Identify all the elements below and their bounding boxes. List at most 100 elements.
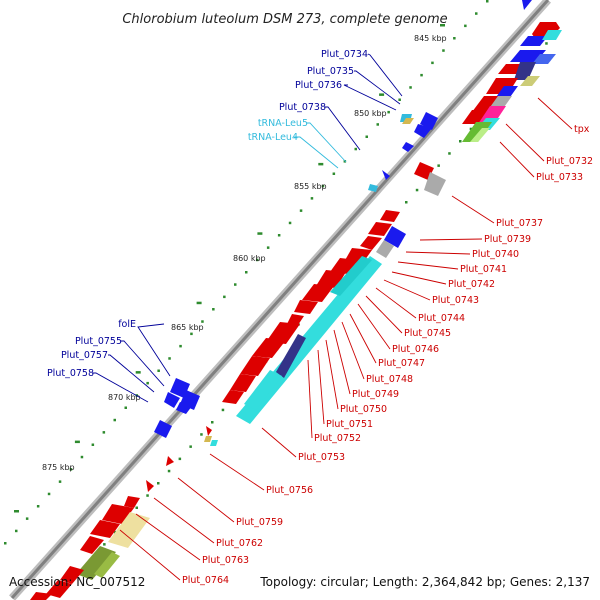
gene-misc <box>376 240 394 258</box>
gene-misc <box>108 512 150 548</box>
gene-cds-reverse <box>414 124 432 138</box>
gc-dot <box>453 37 456 40</box>
gene-label: Plut_0756 <box>266 485 313 496</box>
gene-cds-forward <box>146 480 154 492</box>
gene-cds-forward <box>522 0 532 10</box>
gc-dot <box>431 61 434 65</box>
gene-cds-reverse <box>382 170 390 180</box>
gene-cds-forward <box>360 236 382 250</box>
gene-label: Plut_0736 <box>295 80 342 91</box>
gene-cds-forward <box>330 258 358 274</box>
gene-misc <box>532 54 556 64</box>
gene-cds-forward <box>384 226 406 248</box>
callout-line <box>209 453 265 491</box>
gc-dot <box>15 529 18 533</box>
gc-dot <box>47 492 51 496</box>
gc-dot <box>245 271 248 274</box>
gene-cds-forward <box>80 536 104 554</box>
gene-label: tRNA-Leu5 <box>258 118 308 129</box>
scale-labels: 845 kbp 850 kbp 855 kbp 860 kbp 865 kbp … <box>42 34 447 472</box>
gene-label: Plut_0751 <box>326 419 373 430</box>
callout-line <box>333 329 351 395</box>
gc-dot <box>167 469 171 473</box>
gene-label: Plut_0749 <box>352 389 399 400</box>
gene-cds-forward <box>532 22 560 40</box>
gc-dot <box>200 433 203 436</box>
gene-cds-forward <box>294 300 318 314</box>
gene-misc <box>470 128 490 142</box>
callout-line <box>120 340 165 387</box>
gc-dot <box>135 506 138 509</box>
gene-cds-forward <box>60 566 84 584</box>
callout-line <box>137 323 171 377</box>
gc-dot <box>332 172 336 175</box>
callout-line <box>325 339 339 410</box>
gene-cds-forward <box>46 580 72 598</box>
scale-label: 855 kbp <box>294 182 327 191</box>
gc-dot <box>234 283 237 286</box>
gene-cds-forward <box>380 210 400 222</box>
gene-misc <box>330 256 372 296</box>
scale-label: 865 kbp <box>171 323 204 332</box>
gc-dot <box>4 542 7 545</box>
callout-line <box>108 354 155 393</box>
gene-label: Plut_0748 <box>366 374 413 385</box>
gc-dot <box>469 127 473 131</box>
gene-misc <box>424 172 446 196</box>
gc-dot <box>464 24 467 28</box>
gc-dot <box>221 408 225 412</box>
gc-dot <box>14 510 19 513</box>
gc-dot <box>354 147 357 151</box>
callout-line <box>306 122 347 163</box>
callout-line <box>307 359 313 439</box>
gc-dot <box>124 406 127 409</box>
genome-backbone <box>9 0 551 600</box>
feature-track <box>30 0 562 600</box>
gene-cds-forward <box>90 520 120 538</box>
gc-dot <box>365 135 368 138</box>
gene-label: Plut_0758 <box>47 368 94 379</box>
gc-dot <box>179 344 182 348</box>
gene-label: Plut_0734 <box>321 49 368 60</box>
callout-line <box>317 349 325 425</box>
gene-cds-forward <box>240 356 270 376</box>
gene-label: Plut_0742 <box>448 279 495 290</box>
scale-label: 860 kbp <box>233 254 266 263</box>
gc-dot <box>146 381 149 385</box>
gc-dot <box>113 418 116 422</box>
callout-line <box>341 321 365 380</box>
gc-dot <box>113 530 117 534</box>
gene-label: Plut_0735 <box>307 66 354 77</box>
gene-cds-reverse <box>176 402 192 414</box>
callout-line <box>119 529 181 581</box>
gene-trna <box>368 184 378 192</box>
gc-dot <box>69 468 73 471</box>
gc-dot <box>437 164 440 167</box>
callout-line <box>324 106 361 151</box>
gene-cds-reverse <box>154 420 172 438</box>
gene-label: Plut_0746 <box>392 344 439 355</box>
gc-dot <box>409 86 412 89</box>
gc-dot <box>91 443 95 446</box>
gc-dot <box>190 332 193 336</box>
gene-cds-forward <box>230 374 256 392</box>
scale-label: 845 kbp <box>414 34 447 43</box>
callout-line <box>135 513 201 561</box>
gene-cds-reverse <box>164 392 180 408</box>
gc-dot <box>223 295 226 299</box>
callout-line <box>343 84 397 111</box>
gc-dot <box>486 0 489 3</box>
gc-dot <box>212 308 215 311</box>
gene-misc <box>204 436 212 442</box>
gc-dot <box>178 457 182 461</box>
feature-callouts: tpx Plut_0732 Plut_0733 Plut_0737 Plut_0739 P… <box>47 49 593 586</box>
gene-cds-forward <box>266 322 300 344</box>
gc-dot <box>379 93 385 96</box>
topology-text: Topology: circular; Length: 2,364,842 bp… <box>259 575 590 589</box>
gene-cds-forward <box>30 592 52 600</box>
gc-dot <box>440 24 445 27</box>
callout-line <box>505 123 545 162</box>
gc-dot <box>257 232 263 235</box>
gene-label: Plut_0759 <box>236 517 283 528</box>
gc-dot <box>299 209 303 212</box>
